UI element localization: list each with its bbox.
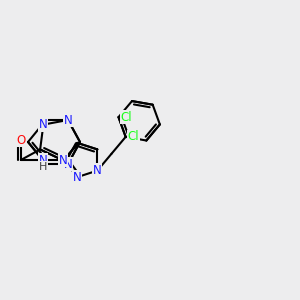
Text: O: O — [16, 134, 26, 147]
Text: N: N — [38, 154, 47, 166]
Text: N: N — [58, 154, 67, 167]
Text: N: N — [39, 118, 48, 131]
Text: N: N — [64, 158, 72, 170]
Text: N: N — [93, 164, 102, 177]
Text: Cl: Cl — [128, 130, 140, 143]
Text: H: H — [39, 162, 47, 172]
Text: N: N — [64, 113, 72, 127]
Text: Cl: Cl — [121, 111, 132, 124]
Text: N: N — [73, 171, 82, 184]
